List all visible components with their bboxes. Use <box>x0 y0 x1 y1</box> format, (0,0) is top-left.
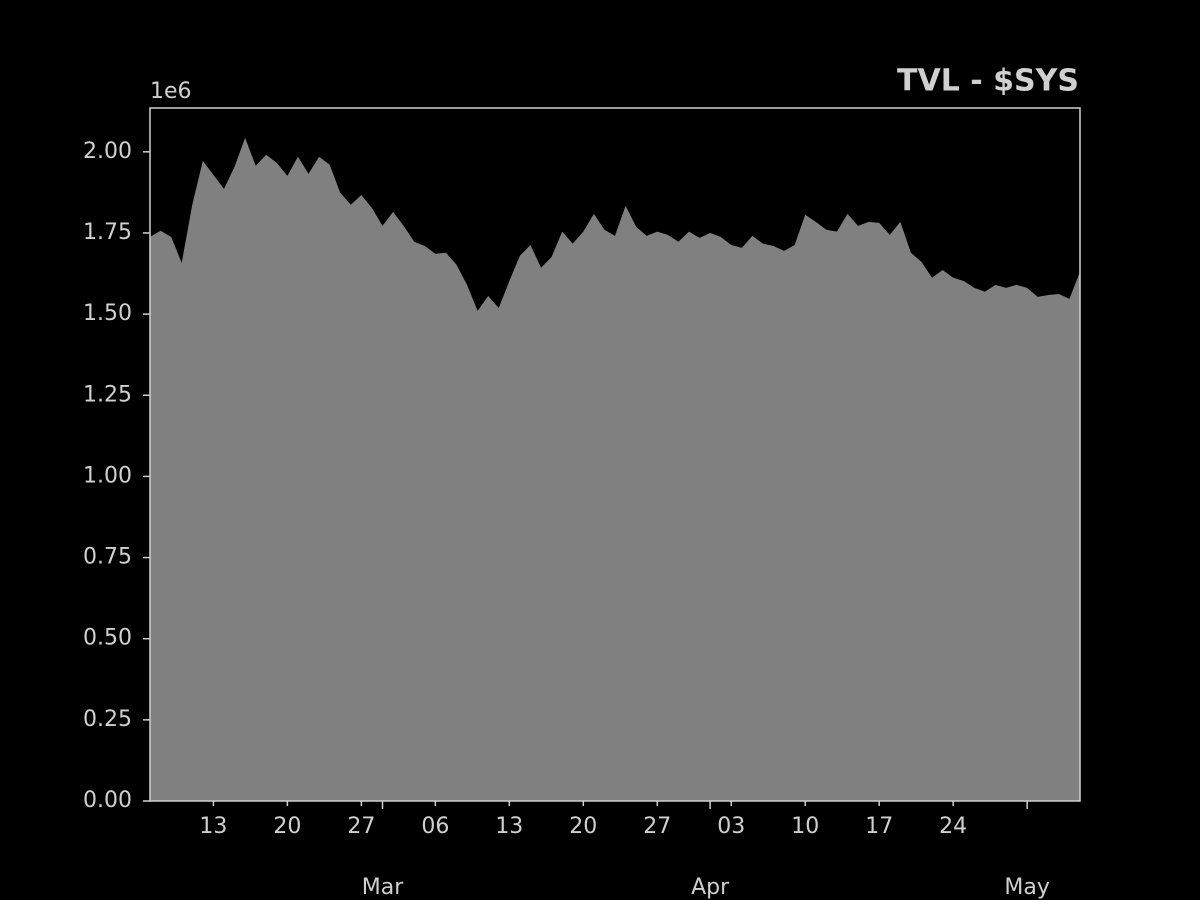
x-tick-label: 03 <box>717 814 745 839</box>
y-tick-label: 1.75 <box>83 220 132 245</box>
chart-title: TVL - $SYS <box>897 64 1079 99</box>
x-tick-label: 24 <box>939 814 967 839</box>
x-tick-label: 27 <box>643 814 671 839</box>
month-tick-label: Apr <box>691 875 730 900</box>
y-tick-label: 1.25 <box>83 382 132 407</box>
area <box>150 137 1080 801</box>
x-tick-label: 13 <box>199 814 227 839</box>
plot-frame <box>149 107 1081 802</box>
y-tick-label: 1.00 <box>83 463 132 488</box>
x-tick-label: 20 <box>273 814 301 839</box>
y-tick-label: 1.50 <box>83 301 132 326</box>
y-tick-label: 2.00 <box>83 139 132 164</box>
month-tick-label: May <box>1004 875 1049 900</box>
x-tick-label: 27 <box>347 814 375 839</box>
month-tick-label: Mar <box>362 875 404 900</box>
y-tick-label: 0.75 <box>83 545 132 570</box>
y-offset-label: 1e6 <box>150 79 192 104</box>
x-tick-label: 10 <box>791 814 819 839</box>
y-tick-label: 0.25 <box>83 707 132 732</box>
x-tick-label: 13 <box>495 814 523 839</box>
x-tick-label: 06 <box>421 814 449 839</box>
x-tick-label: 17 <box>865 814 893 839</box>
x-tick-label: 20 <box>569 814 597 839</box>
y-tick-label: 0.50 <box>83 626 132 651</box>
y-tick-label: 0.00 <box>83 788 132 813</box>
